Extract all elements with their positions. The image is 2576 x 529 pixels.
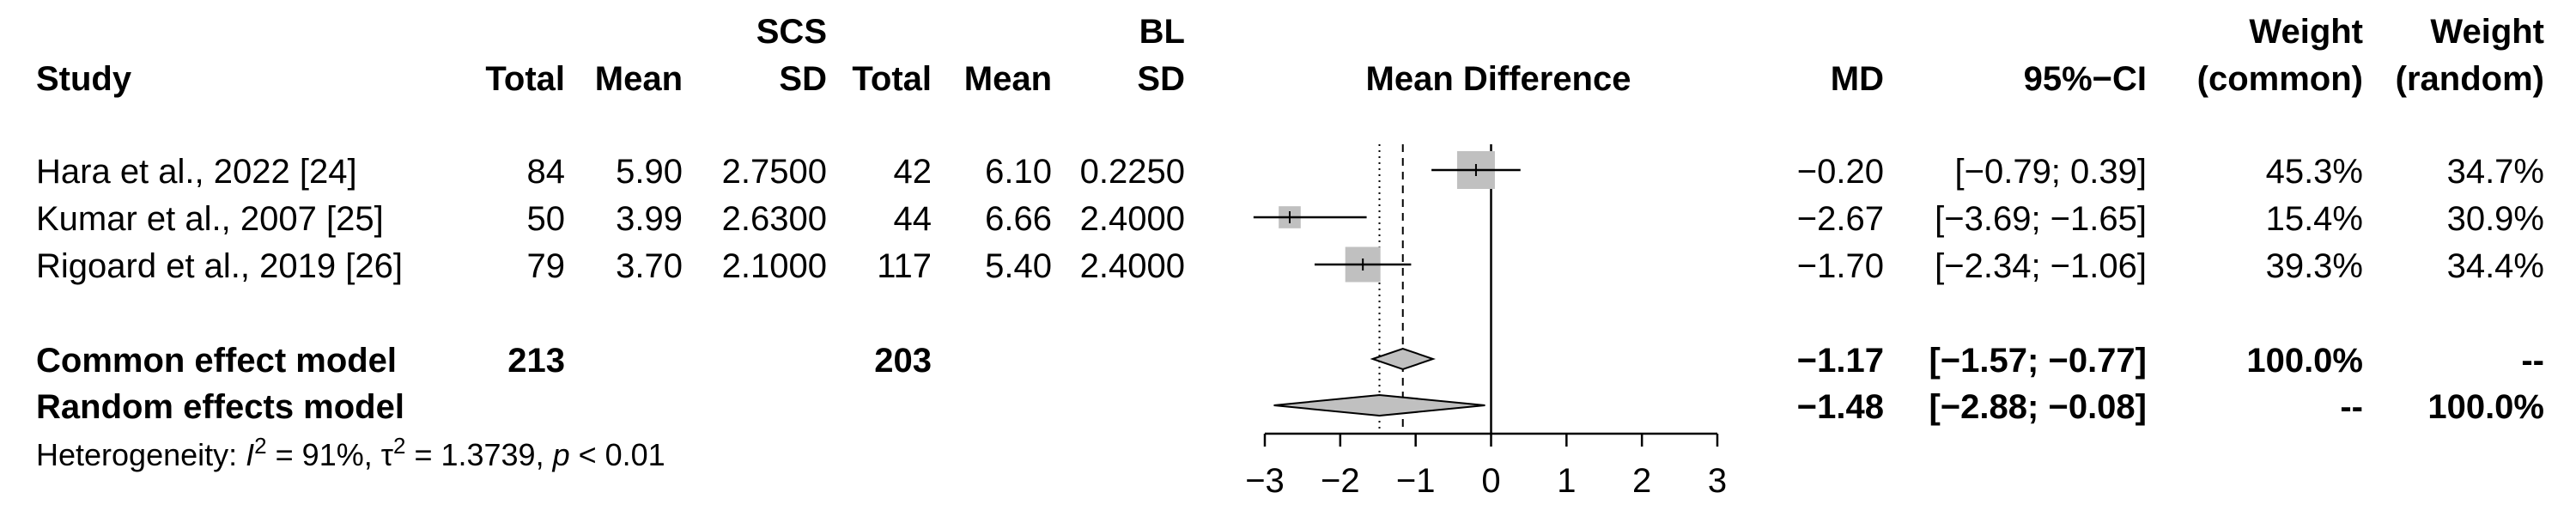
ci-value: [−0.79; 0.39] — [1954, 153, 2147, 191]
sd-scs: 2.7500 — [722, 153, 827, 191]
het-p-symbol: p — [552, 437, 570, 472]
heterogeneity-stats: Heterogeneity: I2 = 91%, τ2 = 1.3739, p … — [36, 433, 665, 472]
ci-value: [−2.34; −1.06] — [1935, 247, 2147, 285]
het-i2-symbol: I — [246, 437, 254, 472]
summary-weight-common: -- — [2340, 388, 2363, 426]
mean-bl: 6.66 — [985, 200, 1052, 238]
x-axis-tick-label: 3 — [1708, 462, 1727, 500]
study-name: Rigoard et al., 2019 [26] — [36, 247, 403, 285]
weight-common: 15.4% — [2266, 200, 2363, 238]
sd-scs: 2.1000 — [722, 247, 827, 285]
mean-scs: 3.70 — [616, 247, 683, 285]
header-weight-random-top: Weight — [2430, 13, 2544, 51]
sd-bl: 2.4000 — [1080, 247, 1185, 285]
header-total-bl: Total — [852, 60, 932, 98]
summary-weight-common: 100.0% — [2246, 342, 2363, 380]
header-total-scs: Total — [485, 60, 565, 98]
summary-weight-random: -- — [2521, 342, 2544, 380]
study-row: Hara et al., 2022 [24] 84 5.90 2.7500 42… — [36, 153, 2544, 191]
common-effect-diamond — [1370, 347, 1436, 371]
weight-random: 30.9% — [2447, 200, 2544, 238]
weight-common: 39.3% — [2266, 247, 2363, 285]
x-axis-tick-label: −2 — [1321, 462, 1360, 500]
het-tau-exp: 2 — [393, 433, 405, 459]
sd-bl: 0.2250 — [1080, 153, 1185, 191]
summary-weight-random: 100.0% — [2427, 388, 2544, 426]
md-value: −2.67 — [1797, 200, 1884, 238]
total-bl: 42 — [894, 153, 933, 191]
total-scs: 84 — [527, 153, 566, 191]
weight-common: 45.3% — [2266, 153, 2363, 191]
summary-total-scs: 213 — [507, 342, 565, 380]
study-row: Rigoard et al., 2019 [26] 79 3.70 2.1000… — [36, 247, 2544, 285]
het-p-value: < 0.01 — [570, 437, 665, 472]
x-axis-tick-label: 1 — [1557, 462, 1576, 500]
summary-md: −1.17 — [1797, 342, 1884, 380]
md-value: −1.70 — [1797, 247, 1884, 285]
het-tau-value: = 1.3739, — [405, 437, 552, 472]
het-prefix: Heterogeneity: — [36, 437, 246, 472]
group-header-bl: BL — [1139, 13, 1185, 51]
header-weight-random-bottom: (random) — [2396, 60, 2544, 98]
x-axis-tick-label: 0 — [1481, 462, 1500, 500]
md-value: −0.20 — [1797, 153, 1884, 191]
header-sd-bl: SD — [1137, 60, 1185, 98]
total-bl: 44 — [894, 200, 933, 238]
x-axis-tick-label: −1 — [1396, 462, 1436, 500]
summary-label: Common effect model — [36, 342, 397, 380]
total-scs: 79 — [527, 247, 566, 285]
group-header-scs: SCS — [756, 13, 827, 51]
plot-area: −3 −2 −1 0 1 2 3 — [1245, 144, 1727, 500]
mean-bl: 5.40 — [985, 247, 1052, 285]
summary-row-random: Random effects model −1.48 [−2.88; −0.08… — [36, 388, 2544, 426]
het-i2-exp: 2 — [254, 433, 266, 459]
total-bl: 117 — [877, 247, 932, 285]
sd-bl: 2.4000 — [1080, 200, 1185, 238]
mean-scs: 3.99 — [616, 200, 683, 238]
header-weight-common-top: Weight — [2249, 13, 2363, 51]
mean-scs: 5.90 — [616, 153, 683, 191]
header-weight-common-bottom: (common) — [2197, 60, 2363, 98]
summary-ci: [−2.88; −0.08] — [1929, 388, 2148, 426]
header-mean-scs: Mean — [595, 60, 683, 98]
x-axis-tick-label: −3 — [1245, 462, 1285, 500]
ci-value: [−3.69; −1.65] — [1935, 200, 2147, 238]
weight-random: 34.4% — [2447, 247, 2544, 285]
summary-md: −1.48 — [1797, 388, 1884, 426]
summary-ci: [−1.57; −0.77] — [1929, 342, 2148, 380]
total-scs: 50 — [527, 200, 566, 238]
header-mean-difference: Mean Difference — [1366, 60, 1631, 98]
header-md: MD — [1831, 60, 1884, 98]
study-name: Kumar et al., 2007 [25] — [36, 200, 384, 238]
weight-random: 34.7% — [2447, 153, 2544, 191]
header-sd-scs: SD — [779, 60, 827, 98]
header-ci: 95%−CI — [2024, 60, 2147, 98]
study-row: Kumar et al., 2007 [25] 50 3.99 2.6300 4… — [36, 200, 2544, 238]
study-name: Hara et al., 2022 [24] — [36, 153, 357, 191]
summary-label: Random effects model — [36, 388, 404, 426]
header-study: Study — [36, 60, 132, 98]
mean-bl: 6.10 — [985, 153, 1052, 191]
summary-total-bl: 203 — [874, 342, 932, 380]
summary-row-common: Common effect model 213 203 −1.17 [−1.57… — [36, 342, 2544, 380]
het-i2-value: = 91%, — [267, 437, 381, 472]
random-effects-diamond — [1273, 393, 1485, 417]
sd-scs: 2.6300 — [722, 200, 827, 238]
header-mean-bl: Mean — [964, 60, 1052, 98]
het-tau-symbol: τ — [381, 437, 393, 472]
x-axis-tick-label: 2 — [1632, 462, 1651, 500]
